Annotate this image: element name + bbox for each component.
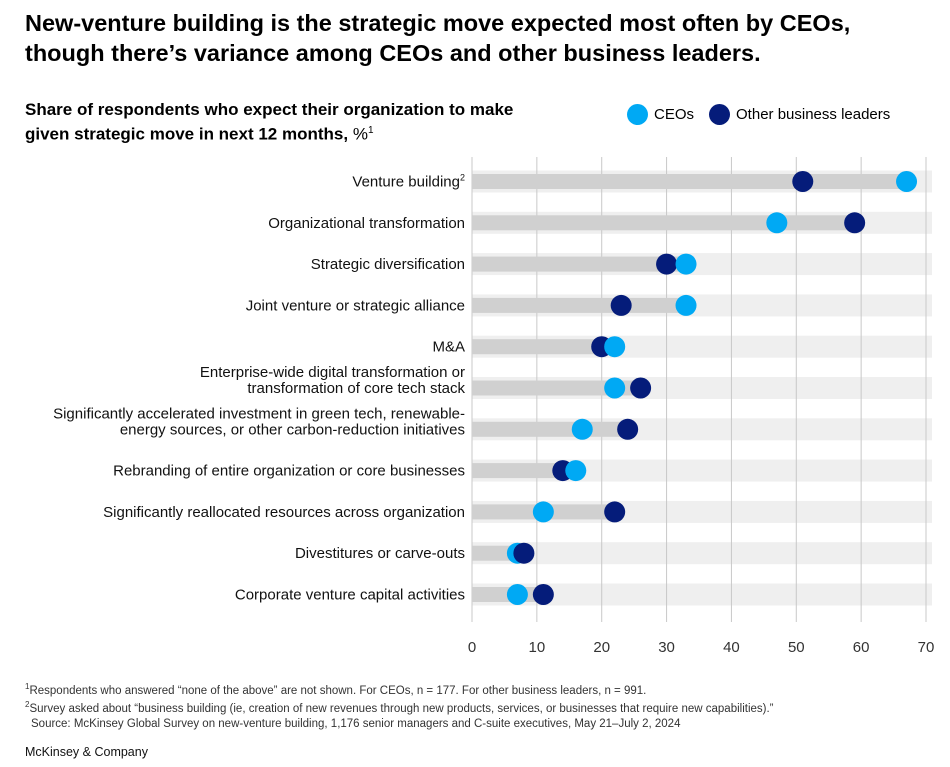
footnote-1: 1Respondents who answered “none of the a… (25, 680, 925, 698)
ceo-dot (571, 418, 593, 440)
other-leaders-dot (792, 171, 814, 192)
category-label: transformation of core tech stack (247, 380, 465, 397)
range-bar (472, 380, 641, 396)
range-bar (472, 215, 855, 231)
category-label: Enterprise-wide digital transformation o… (200, 364, 465, 381)
data-points (506, 171, 918, 605)
legend-item-other: Other business leaders (709, 103, 891, 125)
footnote-2-text: Survey asked about “business building (i… (29, 703, 774, 716)
footnotes: 1Respondents who answered “none of the a… (25, 680, 925, 731)
legend-swatch-ceos (627, 103, 648, 125)
category-label: Venture building2 (352, 173, 465, 191)
source-note: Source: McKinsey Global Survey on new-ve… (31, 717, 681, 730)
x-tick-label: 40 (723, 639, 740, 656)
category-label-text: Organizational transformation (268, 215, 465, 232)
x-axis-ticks: 0 10 20 30 40 50 60 70 (468, 639, 935, 656)
ceo-dot (506, 584, 528, 605)
category-label-text: Rebranding of entire organization or cor… (113, 463, 465, 480)
other-leaders-dot (617, 418, 639, 440)
footnote-2: 2Survey asked about “business building (… (25, 698, 925, 716)
category-label: Rebranding of entire organization or cor… (113, 463, 465, 480)
category-label: M&A (432, 339, 465, 356)
footnote-1-mark: 1 (25, 682, 30, 691)
category-label-text: transformation of core tech stack (247, 380, 465, 397)
chart-subtitle: Share of respondents who expect their or… (25, 99, 545, 145)
footnote-1-text: Respondents who answered “none of the ab… (29, 684, 647, 697)
other-leaders-dot (513, 542, 535, 564)
legend-item-ceos: CEOs (627, 103, 695, 125)
legend-label-other: Other business leaders (736, 105, 891, 123)
category-label: Significantly accelerated investment in … (53, 405, 465, 422)
row-band (472, 583, 932, 606)
category-label-text: energy sources, or other carbon-reductio… (120, 421, 465, 438)
category-label-text: Joint venture or strategic alliance (246, 297, 465, 314)
other-leaders-dot (610, 294, 632, 316)
chart-headline: New-venture building is the strategic mo… (25, 10, 851, 66)
category-label: Significantly reallocated resources acro… (103, 504, 465, 521)
x-tick-label: 30 (658, 639, 675, 656)
row-band (472, 459, 932, 482)
legend-label-ceos: CEOs (654, 105, 695, 123)
category-footnote-mark: 2 (460, 173, 465, 183)
ceo-dot (565, 460, 587, 482)
other-leaders-dot (844, 212, 866, 234)
ceo-dot (604, 377, 626, 399)
subtitle-unit: % (352, 124, 368, 144)
x-tick-label: 20 (593, 639, 610, 656)
x-tick-label: 50 (788, 639, 805, 656)
chart-legend: CEOs Other business leaders (627, 103, 905, 125)
range-bar (472, 174, 907, 189)
ceo-dot (675, 253, 697, 275)
category-label-text: Venture building (352, 174, 460, 191)
category-label: energy sources, or other carbon-reductio… (120, 421, 465, 438)
category-label: Divestitures or carve-outs (295, 545, 465, 562)
subtitle-footnote-mark: 1 (367, 125, 374, 136)
range-bar (472, 463, 576, 479)
category-label: Corporate venture capital activities (235, 587, 465, 604)
subtitle-text: Share of respondents who expect their or… (25, 100, 514, 144)
footnote-2-mark: 2 (25, 700, 30, 710)
ceo-dot (532, 501, 554, 523)
x-tick-label: 70 (918, 639, 935, 656)
x-tick-label: 60 (853, 639, 870, 656)
category-label-text: M&A (432, 339, 465, 356)
category-label: Joint venture or strategic alliance (246, 297, 465, 314)
category-label-text: Enterprise-wide digital transformation o… (200, 364, 465, 381)
range-bar (472, 297, 687, 313)
range-bar (472, 421, 628, 437)
range-bar (472, 256, 687, 272)
other-leaders-dot (532, 584, 554, 605)
ceo-dot (896, 171, 918, 192)
ceo-dot (766, 212, 788, 234)
category-label: Strategic diversification (311, 256, 465, 273)
legend-swatch-other (709, 103, 731, 125)
dot-plot-chart: Venture building2 Organizational transfor… (53, 157, 935, 656)
category-label-text: Strategic diversification (311, 256, 465, 273)
brand-name: McKinsey & Company (25, 745, 148, 759)
x-tick-label: 0 (468, 639, 476, 656)
category-label-text: Significantly reallocated resources acro… (103, 504, 465, 521)
x-tick-label: 10 (529, 639, 546, 656)
category-label-text: Significantly accelerated investment in … (53, 405, 465, 422)
row-band (472, 542, 932, 565)
other-leaders-dot (656, 253, 678, 275)
ceo-dot (604, 336, 626, 358)
ceo-dot (675, 294, 697, 316)
range-bar (472, 339, 615, 355)
category-labels: Venture building2 Organizational transfor… (53, 173, 465, 604)
category-label-text: Corporate venture capital activities (235, 587, 465, 604)
other-leaders-dot (630, 377, 652, 399)
category-label-text: Divestitures or carve-outs (295, 545, 465, 562)
category-label: Organizational transformation (268, 215, 465, 232)
other-leaders-dot (604, 501, 626, 523)
